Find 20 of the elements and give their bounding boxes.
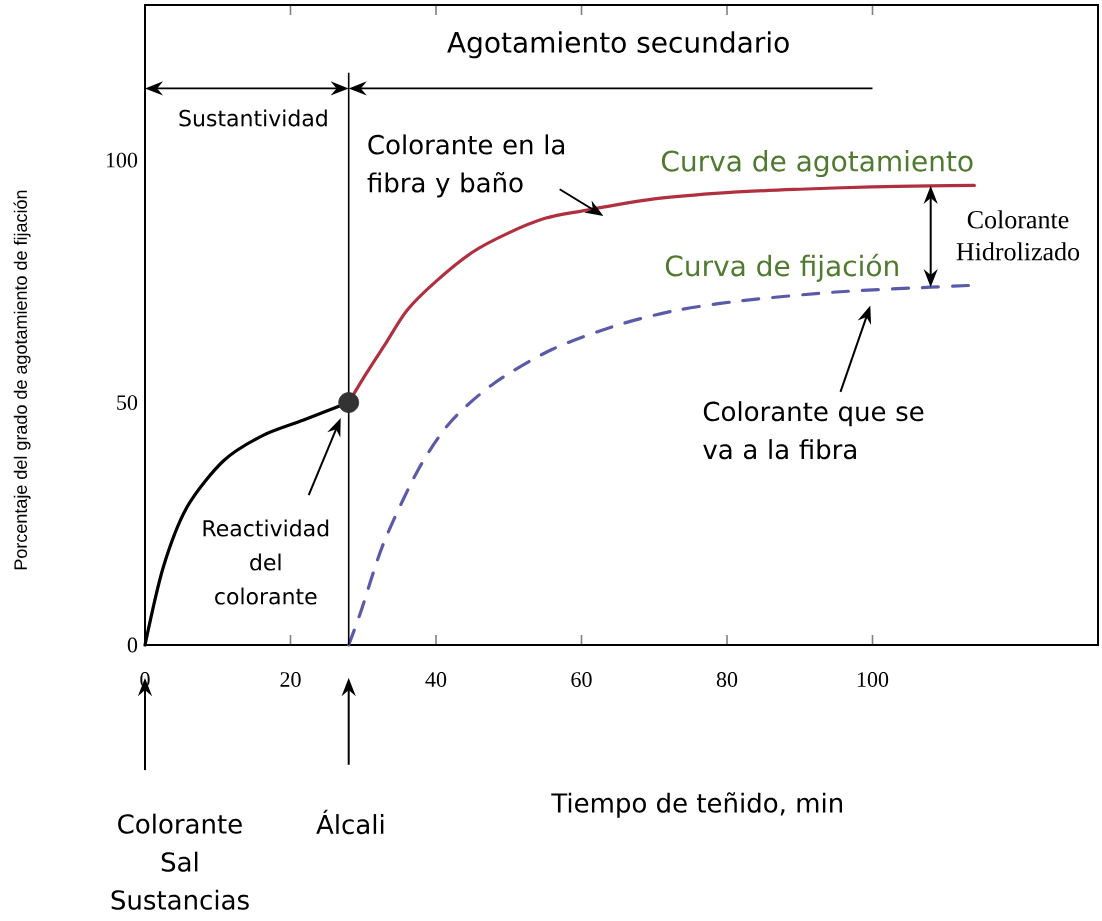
annotation: Colorante en la fibra y baño — [367, 134, 565, 198]
annotation: Sustantividad — [179, 109, 327, 127]
annotation: Colorante que se va a la fibra — [703, 401, 924, 460]
text: Colorante Sal Sustancias — [111, 813, 249, 910]
y-tick-label: 100 — [106, 152, 138, 168]
annotation: Colorante Hidrolizado — [956, 210, 1080, 261]
x-tick-label: 100 — [857, 672, 889, 687]
x-tick-label: 40 — [425, 672, 447, 687]
y-tick-label: 50 — [117, 395, 138, 410]
annotation: Reactividad del colorante — [203, 519, 329, 605]
x-tick-label: 60 — [571, 672, 592, 687]
y-tick-label: 0 — [127, 637, 138, 653]
x-tick-label: 20 — [280, 672, 301, 687]
x-axis-title: Tiempo de teñido, min — [551, 792, 843, 818]
series-label: Curva de fijación — [665, 253, 898, 282]
series-label: Curva de agotamiento — [661, 150, 973, 178]
x-tick-label: 80 — [716, 672, 738, 687]
y-axis-title: Porcentaje del grado de agotamiento de fijación — [13, 190, 31, 570]
annotation: Agotamiento secundario — [447, 31, 789, 59]
text: Álcali — [316, 809, 384, 835]
